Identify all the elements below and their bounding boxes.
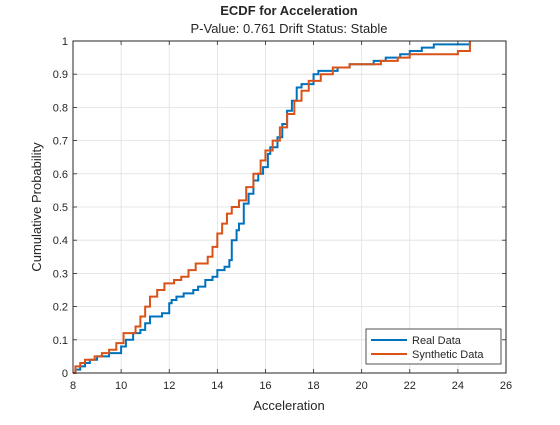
x-tick-label: 14 <box>211 380 223 392</box>
legend-box <box>365 328 502 365</box>
y-axis-ticks: 0 0.1 0.2 0.3 0.4 0.5 0.6 0.7 0.8 0.9 1 <box>53 36 506 380</box>
y-tick-label: 0.7 <box>53 136 68 148</box>
x-tick-label: 8 <box>70 380 76 392</box>
y-tick-label: 0 <box>62 368 68 380</box>
legend-label-real: Real Data <box>412 335 462 347</box>
grid-lines <box>72 40 507 374</box>
y-tick-label: 0.6 <box>53 169 68 181</box>
x-axis-ticks: 8 10 12 14 16 18 20 22 24 26 <box>70 41 512 392</box>
y-tick-label: 0.5 <box>53 202 68 214</box>
y-tick-label: 0.3 <box>53 268 68 280</box>
x-tick-label: 24 <box>452 380 464 392</box>
y-tick-label: 0.9 <box>53 69 68 81</box>
y-tick-label: 0.8 <box>53 102 68 114</box>
x-tick-label: 22 <box>404 380 416 392</box>
series-line-synthetic-data <box>73 41 471 374</box>
x-tick-label: 18 <box>307 380 319 392</box>
y-tick-label: 1 <box>62 36 68 48</box>
y-tick-label: 0.2 <box>53 302 68 314</box>
y-axis-label: Cumulative Probability <box>29 142 44 272</box>
chart-title: ECDF for Acceleration <box>220 3 358 18</box>
x-tick-label: 20 <box>356 380 368 392</box>
x-tick-label: 26 <box>500 380 512 392</box>
y-tick-label: 0.1 <box>53 335 68 347</box>
x-tick-label: 12 <box>163 380 175 392</box>
x-tick-label: 10 <box>115 380 127 392</box>
chart-subtitle: P-Value: 0.761 Drift Status: Stable <box>190 21 387 36</box>
legend: Real Data Synthetic Data <box>365 328 502 365</box>
x-axis-label: Acceleration <box>253 398 325 413</box>
series-layer <box>73 41 471 374</box>
y-tick-label: 0.4 <box>53 235 68 247</box>
x-tick-label: 16 <box>259 380 271 392</box>
legend-label-synthetic: Synthetic Data <box>412 349 484 361</box>
